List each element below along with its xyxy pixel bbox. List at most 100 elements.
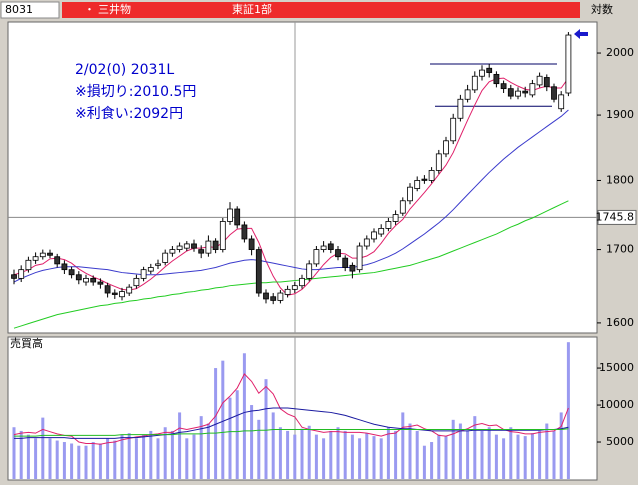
volume-bar — [530, 433, 534, 479]
volume-bar — [77, 445, 81, 479]
candle-body — [198, 249, 205, 254]
volume-bar — [415, 430, 419, 479]
candle-body — [270, 296, 277, 301]
volume-bar — [127, 433, 131, 479]
moving-average — [13, 77, 569, 296]
volume-bar — [221, 360, 225, 479]
candle-body — [25, 259, 32, 271]
candle-body — [212, 240, 219, 250]
volume-bar — [509, 427, 513, 479]
candle-body — [306, 263, 313, 279]
y-tick-label: 1900 — [606, 108, 634, 121]
volume-bar — [120, 434, 124, 479]
candle-body — [47, 252, 53, 256]
candle-body — [255, 249, 262, 294]
candle-body — [11, 274, 17, 279]
candle-body — [97, 281, 104, 285]
candle-body — [342, 257, 349, 268]
volume-bar — [394, 430, 398, 479]
candle-body — [457, 98, 464, 119]
volume-bar — [113, 440, 117, 479]
moving-average — [14, 428, 569, 437]
candle-body — [219, 221, 226, 250]
volume-bar — [199, 416, 203, 479]
volume-bar — [98, 443, 102, 479]
volume-bar — [401, 412, 405, 479]
candle-body — [435, 153, 442, 171]
volume-bar — [34, 438, 38, 479]
candle-body — [543, 77, 550, 88]
volume-bar — [350, 434, 354, 479]
volume-bar — [322, 438, 326, 479]
candle-body — [450, 117, 457, 142]
volume-bar — [55, 440, 59, 479]
volume-bar — [264, 379, 268, 479]
volume-bar — [365, 433, 369, 479]
volume-bar — [430, 442, 434, 479]
candle-body — [378, 228, 385, 235]
candle-body — [313, 249, 320, 265]
volume-bar — [26, 434, 30, 479]
moving-average — [13, 373, 569, 445]
volume-bar — [480, 430, 484, 479]
candle-body — [500, 83, 507, 90]
header-bullet: ・ — [84, 3, 95, 16]
candle-body — [529, 83, 536, 96]
volume-bar — [185, 438, 189, 479]
candle-body — [32, 256, 39, 261]
crosshair-label: 1745.8 — [596, 210, 635, 223]
candle-body — [320, 245, 327, 250]
candle-body — [126, 286, 133, 294]
volume-bar — [516, 434, 520, 479]
candle-body — [18, 269, 25, 279]
candle-body — [61, 263, 68, 271]
candle-body — [176, 245, 183, 250]
volume-layer — [12, 342, 570, 479]
candle-body — [83, 277, 89, 283]
candle-body — [75, 274, 82, 281]
candle-body — [479, 69, 485, 77]
volume-bar — [552, 430, 556, 479]
candle-body — [291, 285, 298, 290]
volume-bar — [329, 430, 333, 479]
candle-body — [227, 208, 233, 222]
y-tick-label: 10000 — [599, 398, 634, 411]
moving-average — [13, 109, 569, 283]
volume-bar — [379, 438, 383, 479]
candle-body — [234, 208, 241, 226]
candle-body — [133, 277, 140, 287]
candle-body — [515, 90, 521, 97]
candle-body — [471, 75, 478, 91]
crosshair-box — [597, 209, 637, 225]
volume-bar — [12, 427, 16, 479]
scale-mode[interactable]: 対数 — [591, 2, 613, 16]
candle-body — [486, 67, 493, 73]
volume-bar — [170, 430, 174, 479]
volume-bar — [372, 436, 376, 479]
volume-bar — [178, 412, 182, 479]
candle-body — [407, 186, 413, 202]
candle-body — [493, 73, 500, 85]
volume-bar — [41, 417, 45, 479]
market: 東証1部 — [232, 2, 272, 16]
candle-body — [363, 238, 370, 247]
moving-average — [14, 407, 569, 439]
y-tick-label: 1700 — [606, 243, 634, 256]
candle-body — [140, 269, 147, 279]
volume-bar — [235, 390, 239, 479]
candle-body — [90, 277, 97, 283]
y-tick-label: 2000 — [606, 46, 634, 59]
volume-bar — [408, 423, 412, 479]
volume-bar — [84, 445, 88, 479]
volume-bar — [48, 438, 52, 479]
volume-bar — [163, 427, 167, 479]
y-tick-label: 15000 — [599, 361, 634, 374]
candle-body — [263, 292, 269, 300]
moving-average — [13, 200, 569, 329]
volume-bar — [257, 419, 261, 479]
y-tick-label: 1800 — [606, 173, 634, 186]
candle-body — [356, 245, 363, 271]
volume-bar — [494, 434, 498, 479]
candle-body — [464, 89, 471, 100]
